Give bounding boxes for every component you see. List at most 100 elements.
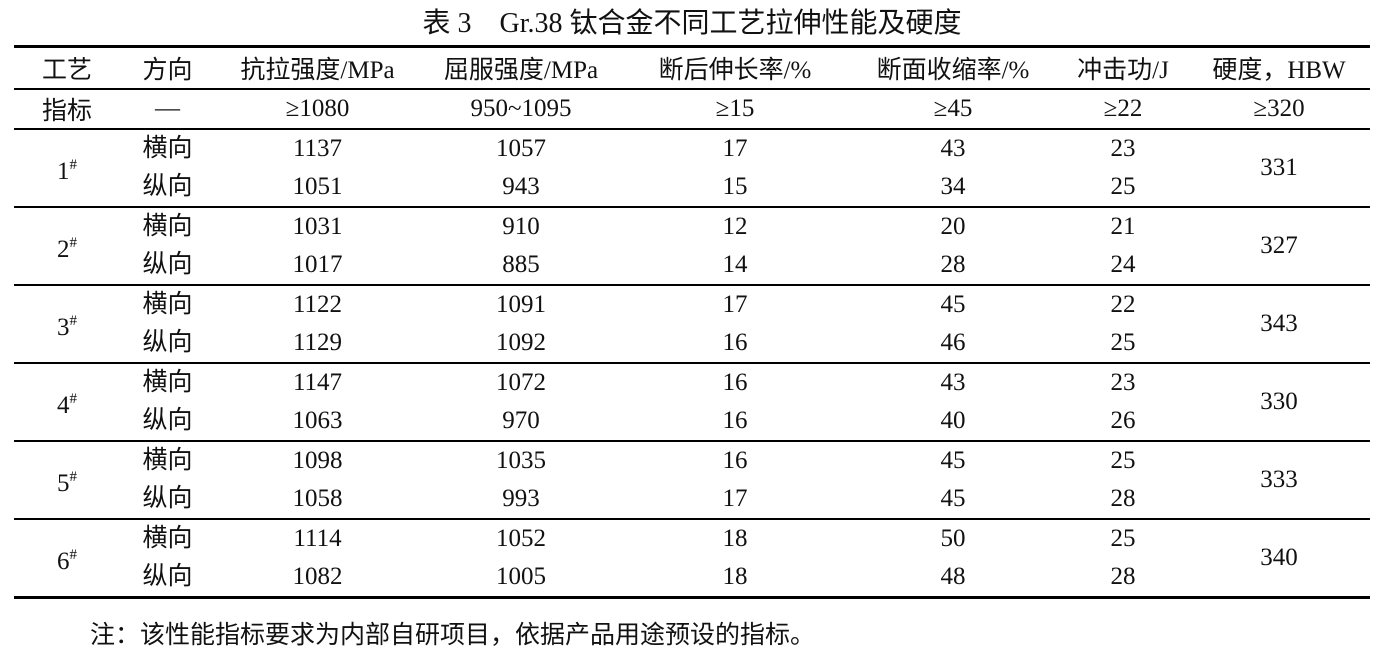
column-header: 断面收缩率/% [848, 45, 1058, 90]
hardness-cell: 340 [1188, 519, 1370, 599]
index-cell: ≥320 [1188, 89, 1370, 130]
data-cell: 46 [848, 324, 1058, 364]
table-row: 纵向 1058 993 17 45 28 [14, 480, 1370, 520]
index-cell: — [120, 89, 215, 130]
column-header: 方向 [120, 45, 215, 90]
index-cell: ≥22 [1058, 89, 1188, 130]
process-superscript: # [69, 156, 78, 173]
data-cell: 1031 [292, 213, 343, 240]
data-cell: 横向 [142, 369, 193, 396]
properties-table: 工艺 方向 抗拉强度/MPa 屈服强度/MPa 断后伸长率/% 断面收缩率/% 冲击功/J 硬… [14, 45, 1370, 599]
table-note: 注：该性能指标要求为内部自研项目，依据产品用途预设的指标。 [90, 622, 816, 649]
data-cell: 18 [622, 558, 848, 599]
data-cell: 43 [940, 135, 966, 162]
index-cell: 指标 [14, 89, 120, 130]
table-row: 5# 横向 1098 1035 16 45 25 333 [14, 441, 1370, 520]
data-cell: 1035 [496, 447, 546, 474]
data-cell: 25 [1058, 324, 1188, 364]
data-cell: 28 [1058, 558, 1188, 599]
hardness-cell: 333 [1188, 441, 1370, 520]
table-row: 6# 横向 1114 1052 18 50 25 340 [14, 519, 1370, 599]
data-cell: 21 [1110, 213, 1136, 240]
data-cell: 16 [722, 369, 748, 396]
table-row: 2# 横向 1031 910 12 20 21 327 [14, 207, 1370, 286]
data-cell: 1114 [293, 525, 342, 552]
table-row: 3# 横向 1122 1091 17 45 22 343 [14, 285, 1370, 364]
data-cell: 横向 [142, 291, 193, 318]
data-cell: 17 [722, 135, 748, 162]
data-cell: 885 [420, 246, 622, 286]
process-cell: 3# [14, 285, 120, 364]
data-cell: 横向 [142, 213, 193, 240]
data-cell: 1092 [420, 324, 622, 364]
column-header: 抗拉强度/MPa [215, 45, 420, 90]
data-cell: 17 [722, 291, 748, 318]
data-cell: 910 [502, 213, 540, 240]
data-cell: 22 [1110, 291, 1136, 318]
data-cell: 970 [420, 402, 622, 442]
process-cell: 1# [14, 129, 120, 208]
data-cell: 26 [1058, 402, 1188, 442]
process-superscript: # [69, 234, 78, 251]
data-cell: 34 [848, 168, 1058, 208]
data-cell: 50 [940, 525, 966, 552]
data-cell: 17 [622, 480, 848, 520]
column-header: 屈服强度/MPa [420, 45, 622, 90]
process-superscript: # [69, 468, 78, 485]
table-row: 4# 横向 1147 1072 16 43 23 330 [14, 363, 1370, 442]
data-cell: 16 [622, 402, 848, 442]
data-cell: 1091 [496, 291, 546, 318]
data-cell: 12 [722, 213, 748, 240]
process-number: 6 [57, 547, 70, 575]
data-cell: 1122 [292, 291, 343, 318]
data-cell: 24 [1058, 246, 1188, 286]
process-superscript: # [69, 546, 78, 563]
process-cell: 2# [14, 207, 120, 286]
data-cell: 1063 [215, 402, 420, 442]
data-cell: 15 [622, 168, 848, 208]
table-row: 纵向 1063 970 16 40 26 [14, 402, 1370, 442]
hardness-cell: 331 [1188, 129, 1370, 208]
data-cell: 40 [848, 402, 1058, 442]
table-row: 纵向 1129 1092 16 46 25 [14, 324, 1370, 364]
data-cell: 25 [1110, 525, 1136, 552]
hardness-cell: 343 [1188, 285, 1370, 364]
data-cell: 纵向 [120, 246, 215, 286]
hardness-cell: 330 [1188, 363, 1370, 442]
data-cell: 943 [420, 168, 622, 208]
data-cell: 25 [1058, 168, 1188, 208]
data-cell: 16 [722, 447, 748, 474]
column-header: 冲击功/J [1058, 45, 1188, 90]
column-header: 硬度，HBW [1188, 45, 1370, 90]
data-cell: 纵向 [120, 558, 215, 599]
index-row: 指标 — ≥1080 950~1095 ≥15 ≥45 ≥22 ≥320 [14, 89, 1370, 130]
data-cell: 横向 [142, 447, 193, 474]
table-row: 纵向 1017 885 14 28 24 [14, 246, 1370, 286]
data-cell: 23 [1110, 369, 1136, 396]
header-row: 工艺 方向 抗拉强度/MPa 屈服强度/MPa 断后伸长率/% 断面收缩率/% 冲击功/J 硬… [14, 45, 1370, 90]
data-cell: 45 [848, 480, 1058, 520]
process-number: 2 [57, 235, 70, 263]
table-row: 1# 横向 1137 1057 17 43 23 331 [14, 129, 1370, 208]
data-cell: 1057 [496, 135, 546, 162]
index-cell: 950~1095 [420, 89, 622, 130]
data-cell: 28 [1058, 480, 1188, 520]
data-cell: 纵向 [120, 324, 215, 364]
data-cell: 1072 [496, 369, 546, 396]
index-cell: ≥45 [848, 89, 1058, 130]
data-cell: 993 [420, 480, 622, 520]
data-cell: 45 [940, 291, 966, 318]
data-cell: 1017 [215, 246, 420, 286]
data-cell: 1058 [215, 480, 420, 520]
process-superscript: # [69, 312, 78, 329]
column-header: 断后伸长率/% [622, 45, 848, 90]
data-cell: 43 [940, 369, 966, 396]
process-number: 1 [57, 157, 70, 185]
process-number: 5 [57, 469, 70, 497]
index-cell: ≥15 [622, 89, 848, 130]
data-cell: 45 [940, 447, 966, 474]
process-number: 3 [57, 313, 70, 341]
data-cell: 1051 [215, 168, 420, 208]
data-cell: 1137 [292, 135, 343, 162]
data-cell: 1052 [496, 525, 546, 552]
